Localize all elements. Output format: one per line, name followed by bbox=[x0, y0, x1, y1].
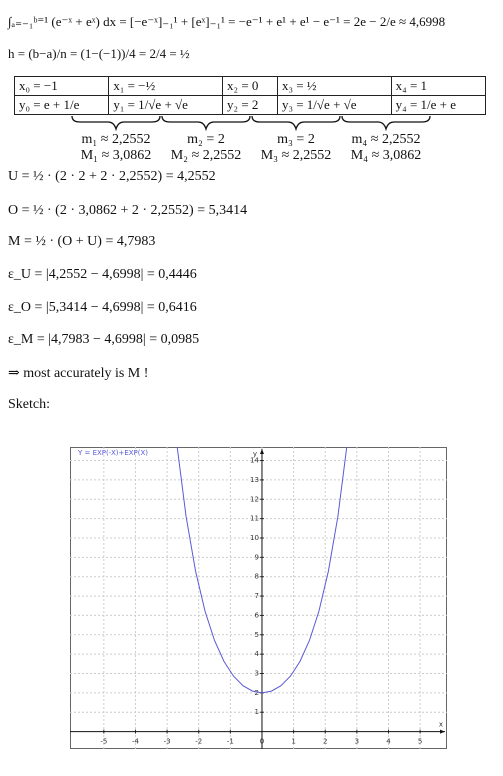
legend-label: Y = EXP(-X)+EXP(X) bbox=[77, 449, 148, 457]
table-cell: x₄ = 1 bbox=[390, 76, 487, 96]
result-line: M = ½ · (O + U) = 4,7983 bbox=[8, 234, 156, 249]
x-tick-label: -5 bbox=[100, 738, 107, 746]
brace-M: M₃ ≈ 2,2552 bbox=[260, 148, 332, 163]
y-axis-label: y bbox=[253, 450, 257, 458]
table-row: y₀ = e + 1/e y₁ = 1/√e + √e y₂ = 2 y₃ = … bbox=[13, 95, 487, 115]
chart: -5-4-3-2-10123451234567891011121314xyY =… bbox=[70, 447, 447, 749]
y-tick-label: 9 bbox=[255, 553, 259, 561]
x-tick-label: -1 bbox=[227, 738, 234, 746]
brace-m: m₄ ≈ 2,2552 bbox=[351, 132, 421, 147]
result-line: ε_M = |4,7983 − 4,6998| = 0,0985 bbox=[8, 332, 200, 347]
brace bbox=[251, 115, 341, 132]
table-cell: x₀ = −1 bbox=[13, 76, 110, 96]
table-cell: y₄ = 1/e + e bbox=[390, 95, 487, 115]
y-tick-label: 6 bbox=[255, 611, 260, 619]
brace bbox=[341, 115, 431, 132]
y-tick-label: 7 bbox=[255, 592, 259, 600]
brace-M: M₂ ≈ 2,2552 bbox=[170, 148, 242, 163]
x-axis-arrow bbox=[440, 729, 445, 734]
brace-M: M₄ ≈ 3,0862 bbox=[350, 148, 422, 163]
y-tick-label: 4 bbox=[255, 650, 260, 658]
y-tick-label: 13 bbox=[250, 476, 259, 484]
brace bbox=[161, 115, 251, 132]
y-tick-label: 3 bbox=[255, 670, 259, 678]
x-tick-label: 4 bbox=[386, 738, 391, 746]
brace-m: m₃ = 2 bbox=[277, 132, 315, 147]
table-cell: x₁ = −½ bbox=[108, 76, 224, 96]
table-cell: y₃ = 1/√e + √e bbox=[276, 95, 392, 115]
x-tick-label: 5 bbox=[418, 738, 422, 746]
x-tick-label: 1 bbox=[291, 738, 295, 746]
table-cell: x₃ = ½ bbox=[276, 76, 392, 96]
y-tick-label: 5 bbox=[255, 631, 259, 639]
y-tick-label: 1 bbox=[255, 708, 259, 716]
value-table: x₀ = −1 x₁ = −½ x₂ = 0 x₃ = ½ x₄ = 1 y₀ … bbox=[13, 76, 487, 115]
y-tick-label: 8 bbox=[255, 573, 259, 581]
x-tick-label: 3 bbox=[355, 738, 359, 746]
braces bbox=[71, 115, 431, 132]
brace-M: M₁ ≈ 3,0862 bbox=[80, 148, 152, 163]
result-line: O = ½ · (2 · 3,0862 + 2 · 2,2552) = 5,34… bbox=[8, 203, 248, 218]
y-tick-label: 12 bbox=[250, 495, 259, 503]
y-tick-label: 14 bbox=[250, 457, 259, 465]
table-row: x₀ = −1 x₁ = −½ x₂ = 0 x₃ = ½ x₄ = 1 bbox=[13, 76, 487, 96]
h-line: h = (b−a)/n = (1−(−1))/4 = 2/4 = ½ bbox=[8, 46, 190, 61]
table-cell: x₂ = 0 bbox=[222, 76, 278, 96]
x-tick-label: -3 bbox=[164, 738, 171, 746]
x-tick-label: 2 bbox=[323, 738, 327, 746]
result-line: ε_U = |4,2552 − 4,6998| = 0,4446 bbox=[8, 267, 197, 282]
brace bbox=[71, 115, 161, 132]
result-line: ε_O = |5,3414 − 4,6998| = 0,6416 bbox=[8, 300, 197, 315]
table-cell: y₂ = 2 bbox=[222, 95, 278, 115]
conclusion: ⇒ most accurately is M ! bbox=[8, 366, 149, 381]
x-axis-label: x bbox=[439, 721, 443, 729]
x-tick-label: -2 bbox=[195, 738, 202, 746]
integral-line: ∫ₐ₌₋₁ᵇ⁼¹ (e⁻ˣ + eˣ) dx = [−e⁻ˣ]₋₁¹ + [eˣ… bbox=[8, 14, 446, 29]
y-tick-label: 11 bbox=[250, 515, 259, 523]
y-axis-arrow bbox=[259, 449, 264, 454]
plot-area bbox=[176, 447, 348, 694]
sketch-label: Sketch: bbox=[8, 397, 50, 412]
y-tick-label: 10 bbox=[250, 534, 259, 542]
function-curve bbox=[176, 447, 348, 694]
result-line: U = ½ · (2 · 2 + 2 · 2,2552) = 4,2552 bbox=[8, 169, 216, 184]
table-cell: y₀ = e + 1/e bbox=[13, 95, 110, 115]
brace-m: m₂ = 2 bbox=[187, 132, 225, 147]
chart-frame bbox=[70, 447, 447, 749]
brace-m: m₁ ≈ 2,2552 bbox=[81, 132, 151, 147]
x-tick-label: -4 bbox=[132, 738, 140, 746]
y-tick-label: 2 bbox=[255, 689, 259, 697]
